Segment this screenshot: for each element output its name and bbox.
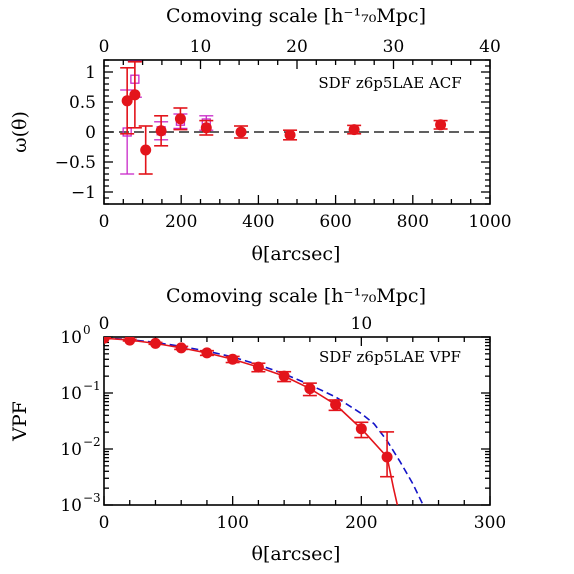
acf-red-point: [435, 119, 447, 131]
vpf-frame: [103, 336, 491, 506]
vpf-x-tick-label: 100: [216, 513, 248, 533]
acf-red-point: [121, 95, 133, 107]
vpf-red-point: [330, 399, 342, 411]
vpf-red-point: [175, 342, 187, 354]
vpf-red-point: [104, 337, 110, 344]
acf-y-tick-label: −1: [71, 183, 96, 203]
vpf-y-tick-exponent: −3: [83, 491, 101, 505]
vpf-y-tick-exponent: −2: [83, 435, 101, 449]
acf-top-tick-label: 30: [383, 37, 405, 57]
acf-panel: SDF z6p5LAE ACF Comoving scale [h⁻¹₇₀Mpc…: [9, 5, 512, 265]
acf-red-point: [174, 113, 186, 125]
acf-top-tick-label: 0: [99, 37, 110, 57]
vpf-x-tick-label: 200: [345, 513, 377, 533]
vpf-red-point: [201, 347, 213, 359]
vpf-y-tick-exponent: −1: [83, 379, 101, 393]
vpf-red-point: [149, 337, 161, 349]
acf-y-tick-label: −0.5: [55, 153, 96, 173]
acf-top-tick-label: 20: [286, 37, 308, 57]
acf-red-point: [129, 89, 141, 101]
vpf-top-tick-label: 0: [99, 314, 110, 334]
acf-y-tick-label: 0.5: [69, 93, 96, 113]
acf-x-axis-label: θ[arcsec]: [252, 243, 341, 265]
acf-top-axis-label: Comoving scale [h⁻¹₇₀Mpc]: [166, 5, 426, 27]
vpf-red-point: [124, 337, 136, 346]
acf-x-tick-label: 0: [99, 212, 110, 232]
acf-y-tick-label: 0: [85, 123, 96, 143]
vpf-red-point: [252, 361, 264, 373]
acf-red-point: [235, 126, 247, 138]
acf-top-tick-label: 40: [479, 37, 501, 57]
acf-y-tick-label: 1: [85, 63, 96, 83]
vpf-red-point: [304, 383, 316, 395]
vpf-red-point: [278, 370, 290, 382]
vpf-red-point: [381, 451, 393, 463]
acf-top-tick-label: 10: [190, 37, 212, 57]
acf-red-point: [200, 122, 212, 134]
vpf-blue-dashed-line: [104, 337, 424, 505]
acf-y-axis-label: ω(θ): [9, 111, 31, 153]
acf-panel-label: SDF z6p5LAE ACF: [318, 74, 461, 92]
vpf-y-tick-label: 10: [60, 440, 82, 460]
vpf-red-point: [227, 353, 239, 365]
acf-x-tick-label: 200: [165, 212, 197, 232]
acf-x-tick-label: 400: [242, 212, 274, 232]
acf-x-tick-label: 1000: [468, 212, 511, 232]
acf-red-point: [140, 144, 152, 156]
vpf-panel-label: SDF z6p5LAE VPF: [319, 348, 461, 366]
acf-red-point: [155, 125, 167, 137]
vpf-y-tick-label: 10: [60, 496, 82, 516]
vpf-y-tick-exponent: 0: [83, 323, 91, 337]
vpf-data-group: [104, 337, 424, 505]
vpf-y-tick-label: 10: [60, 384, 82, 404]
vpf-top-tick-label: 10: [351, 314, 373, 334]
vpf-x-tick-label: 0: [99, 513, 110, 533]
vpf-x-axis-label: θ[arcsec]: [252, 543, 341, 565]
vpf-y-tick-label: 10: [60, 328, 82, 348]
vpf-panel: SDF z6p5LAE VPF Comoving scale [h⁻¹₇₀Mpc…: [9, 285, 506, 565]
acf-x-tick-label: 800: [397, 212, 429, 232]
acf-x-tick-label: 600: [319, 212, 351, 232]
acf-red-point: [284, 129, 296, 141]
vpf-y-axis-label: VPF: [9, 401, 31, 442]
acf-red-point: [348, 124, 360, 136]
vpf-x-tick-label: 300: [474, 513, 506, 533]
vpf-top-axis-label: Comoving scale [h⁻¹₇₀Mpc]: [166, 285, 426, 307]
vpf-red-point: [355, 423, 367, 435]
acf-data-group: [120, 60, 448, 175]
